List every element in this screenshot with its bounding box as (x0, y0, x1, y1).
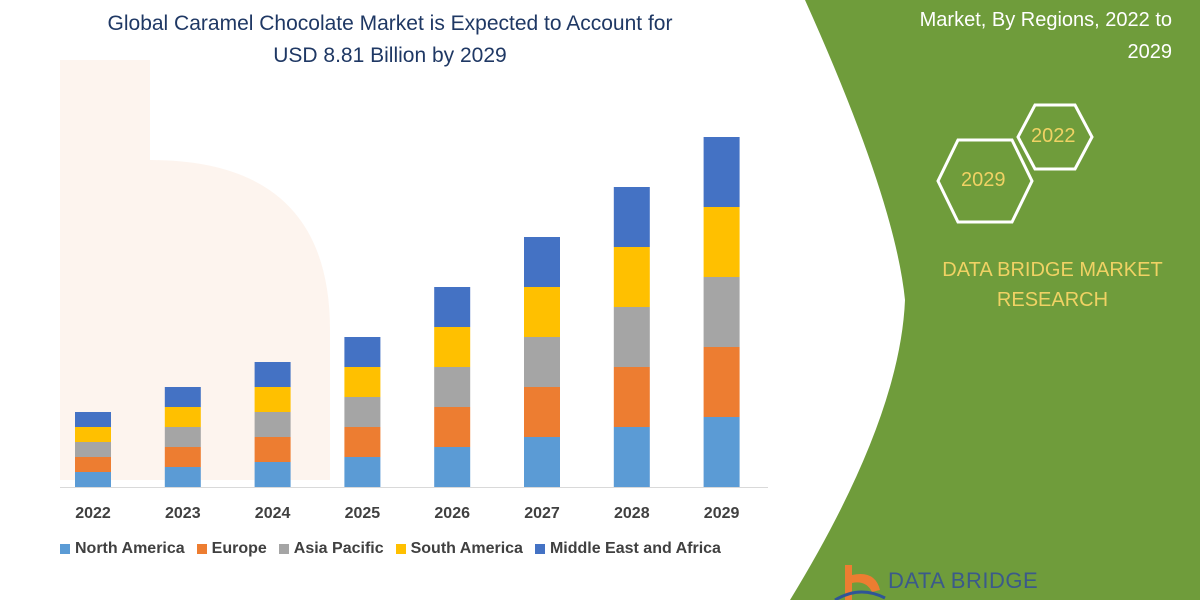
bar-2022-south-america (75, 427, 111, 442)
bar-2029-north-america (703, 417, 740, 487)
hexagon-label-2029: 2029 (961, 169, 1006, 191)
bar-2024-middle-east-and-africa (254, 362, 291, 387)
side-title: Market, By Regions, 2022 to 2029 (852, 4, 1172, 68)
legend-swatch (395, 544, 406, 554)
bar-2027-north-america (524, 437, 560, 487)
title-line-1: Global Caramel Chocolate Market is Expec… (107, 12, 673, 35)
x-tick-label-2024: 2024 (255, 505, 291, 522)
brand-line-1: DATA BRIDGE MARKET (942, 259, 1163, 281)
bar-2028-europe (613, 367, 650, 427)
legend-swatch (60, 544, 70, 554)
bar-2023-middle-east-and-africa (164, 387, 201, 407)
bar-2028-north-america (613, 427, 650, 487)
bar-2023-europe (164, 447, 201, 467)
bar-2022-asia-pacific (75, 442, 111, 457)
legend-swatch (196, 544, 207, 554)
bar-2029-south-america (703, 207, 740, 277)
bar-2029-asia-pacific (703, 277, 740, 347)
side-title-line-2: 2029 (1127, 41, 1173, 63)
bar-2025-asia-pacific (344, 397, 381, 427)
bar-2023-asia-pacific (164, 427, 201, 447)
title-line-2: USD 8.81 Billion by 2029 (273, 44, 507, 67)
bar-2025-south-america (344, 367, 381, 397)
bar-2026-europe (434, 407, 471, 447)
legend-label: North America (75, 540, 185, 557)
bar-2025-europe (344, 427, 381, 457)
green-panel (790, 0, 1200, 600)
bar-2026-middle-east-and-africa (434, 287, 471, 327)
bar-2029-europe (703, 347, 740, 417)
bar-2022-north-america (75, 472, 111, 487)
bar-2028-asia-pacific (613, 307, 650, 367)
x-tick-label-2023: 2023 (165, 505, 201, 522)
x-tick-label-2025: 2025 (345, 505, 381, 522)
bar-2024-south-america (254, 387, 291, 412)
chart-title: Global Caramel Chocolate Market is Expec… (40, 8, 740, 72)
bar-2027-europe (524, 387, 560, 437)
logo-swoosh-icon (834, 590, 886, 600)
brand-line-2: RESEARCH (996, 289, 1109, 311)
side-title-line-1: Market, By Regions, 2022 to (919, 9, 1172, 31)
legend-item: Europe (196, 540, 267, 558)
legend: North America Europe Asia Pacific South Ame… (60, 540, 721, 558)
hexagon-label-2022: 2022 (1031, 125, 1076, 147)
bar-2025-middle-east-and-africa (344, 337, 381, 367)
legend-swatch (278, 544, 289, 554)
legend-item: North America (60, 540, 185, 558)
bar-2027-middle-east-and-africa (524, 237, 560, 287)
legend-label: Middle East and Africa (549, 540, 721, 557)
bar-2023-south-america (164, 407, 201, 427)
bar-2022-europe (75, 457, 111, 472)
logo-icon (845, 565, 880, 600)
x-tick-label-2027: 2027 (524, 505, 560, 522)
brand-text: DATA BRIDGE MARKET RESEARCH (920, 255, 1185, 315)
x-tick-label-2028: 2028 (614, 505, 650, 522)
logo-text: DATA BRIDGE (888, 568, 1039, 593)
bar-2027-south-america (524, 287, 560, 337)
bar-2026-north-america (434, 447, 471, 487)
bar-2024-europe (254, 437, 291, 462)
legend-item: Middle East and Africa (534, 540, 721, 558)
hexagon-2029-icon (936, 138, 1034, 224)
bar-2025-north-america (344, 457, 381, 487)
bar-2024-asia-pacific (254, 412, 291, 437)
x-tick-label-2026: 2026 (434, 505, 470, 522)
x-tick-label-2029: 2029 (704, 505, 740, 522)
legend-label: Europe (211, 540, 267, 557)
legend-item: Asia Pacific (278, 540, 384, 558)
hexagon-2022-icon (1016, 103, 1094, 171)
bar-2028-south-america (613, 247, 650, 307)
bar-2027-asia-pacific (524, 337, 560, 387)
bar-2022-middle-east-and-africa (75, 412, 111, 427)
bar-2026-south-america (434, 327, 471, 367)
legend-item: South America (395, 540, 523, 558)
stacked-bar-chart: 2022 2023 2024 2025 2026 2027 2028 2029 (60, 137, 768, 522)
bar-2024-north-america (254, 462, 291, 487)
bar-2028-middle-east-and-africa (613, 187, 650, 247)
bar-2023-north-america (164, 467, 201, 487)
x-tick-label-2022: 2022 (75, 505, 111, 522)
bar-2026-asia-pacific (434, 367, 471, 407)
bar-2029-middle-east-and-africa (703, 137, 740, 207)
legend-label: South America (410, 540, 523, 557)
legend-swatch (534, 544, 545, 554)
legend-label: Asia Pacific (293, 540, 384, 557)
